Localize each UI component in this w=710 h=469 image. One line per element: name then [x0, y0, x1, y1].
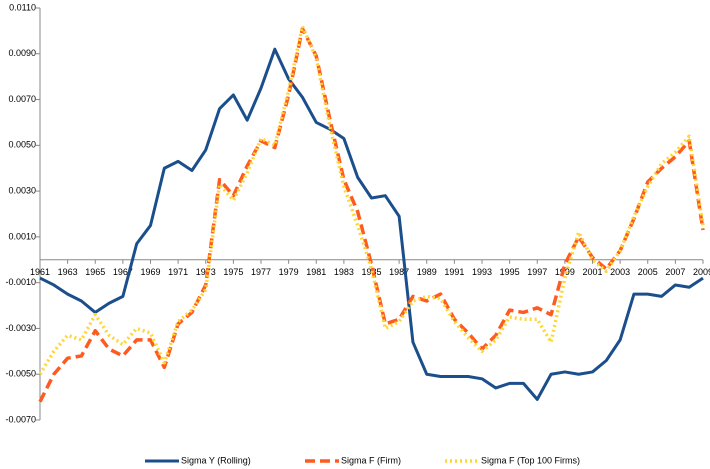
x-tick-label: 2003: [610, 267, 630, 277]
y-tick-label: 0.0050: [8, 140, 36, 150]
y-tick-label: -0.0010: [5, 277, 36, 287]
y-tick-label: 0.0110: [9, 2, 36, 12]
x-tick-label: 2009: [693, 267, 710, 277]
series-line: [38, 26, 705, 403]
x-tick-label: 1983: [334, 267, 354, 277]
x-tick-label: 1993: [472, 267, 492, 277]
x-tick-label: 2001: [582, 267, 602, 277]
x-tick-label: 1961: [30, 267, 50, 277]
x-tick-label: 1975: [223, 267, 243, 277]
y-tick-label: 0.0010: [8, 231, 36, 241]
x-tick-label: 1963: [58, 267, 78, 277]
y-tick-label: -0.0030: [5, 323, 36, 333]
series-line: [38, 24, 705, 376]
x-tick-label: 1969: [140, 267, 160, 277]
x-tick-label: 2005: [638, 267, 658, 277]
x-tick-label: 1991: [444, 267, 464, 277]
y-tick-label: 0.0090: [8, 48, 36, 58]
x-tick-label: 1977: [251, 267, 271, 277]
x-tick-label: 1995: [500, 267, 520, 277]
legend-label: Sigma F (Firm): [341, 455, 401, 465]
legend-label: Sigma F (Top 100 Firms): [481, 455, 580, 465]
legend-label: Sigma Y (Rolling): [181, 455, 251, 465]
y-tick-label: 0.0030: [8, 185, 36, 195]
x-tick-label: 1971: [168, 267, 188, 277]
x-tick-label: 1989: [417, 267, 437, 277]
x-tick-label: 1965: [85, 267, 105, 277]
x-tick-label: 1979: [279, 267, 299, 277]
y-tick-label: -0.0070: [5, 414, 36, 424]
x-tick-label: 2007: [665, 267, 685, 277]
x-tick-label: 1987: [389, 267, 409, 277]
x-tick-label: 1997: [527, 267, 547, 277]
series-line: [39, 47, 704, 401]
y-tick-label: -0.0050: [5, 369, 36, 379]
x-tick-label: 1981: [306, 267, 326, 277]
y-tick-label: 0.0070: [8, 94, 36, 104]
x-tick-label: 1967: [113, 267, 133, 277]
